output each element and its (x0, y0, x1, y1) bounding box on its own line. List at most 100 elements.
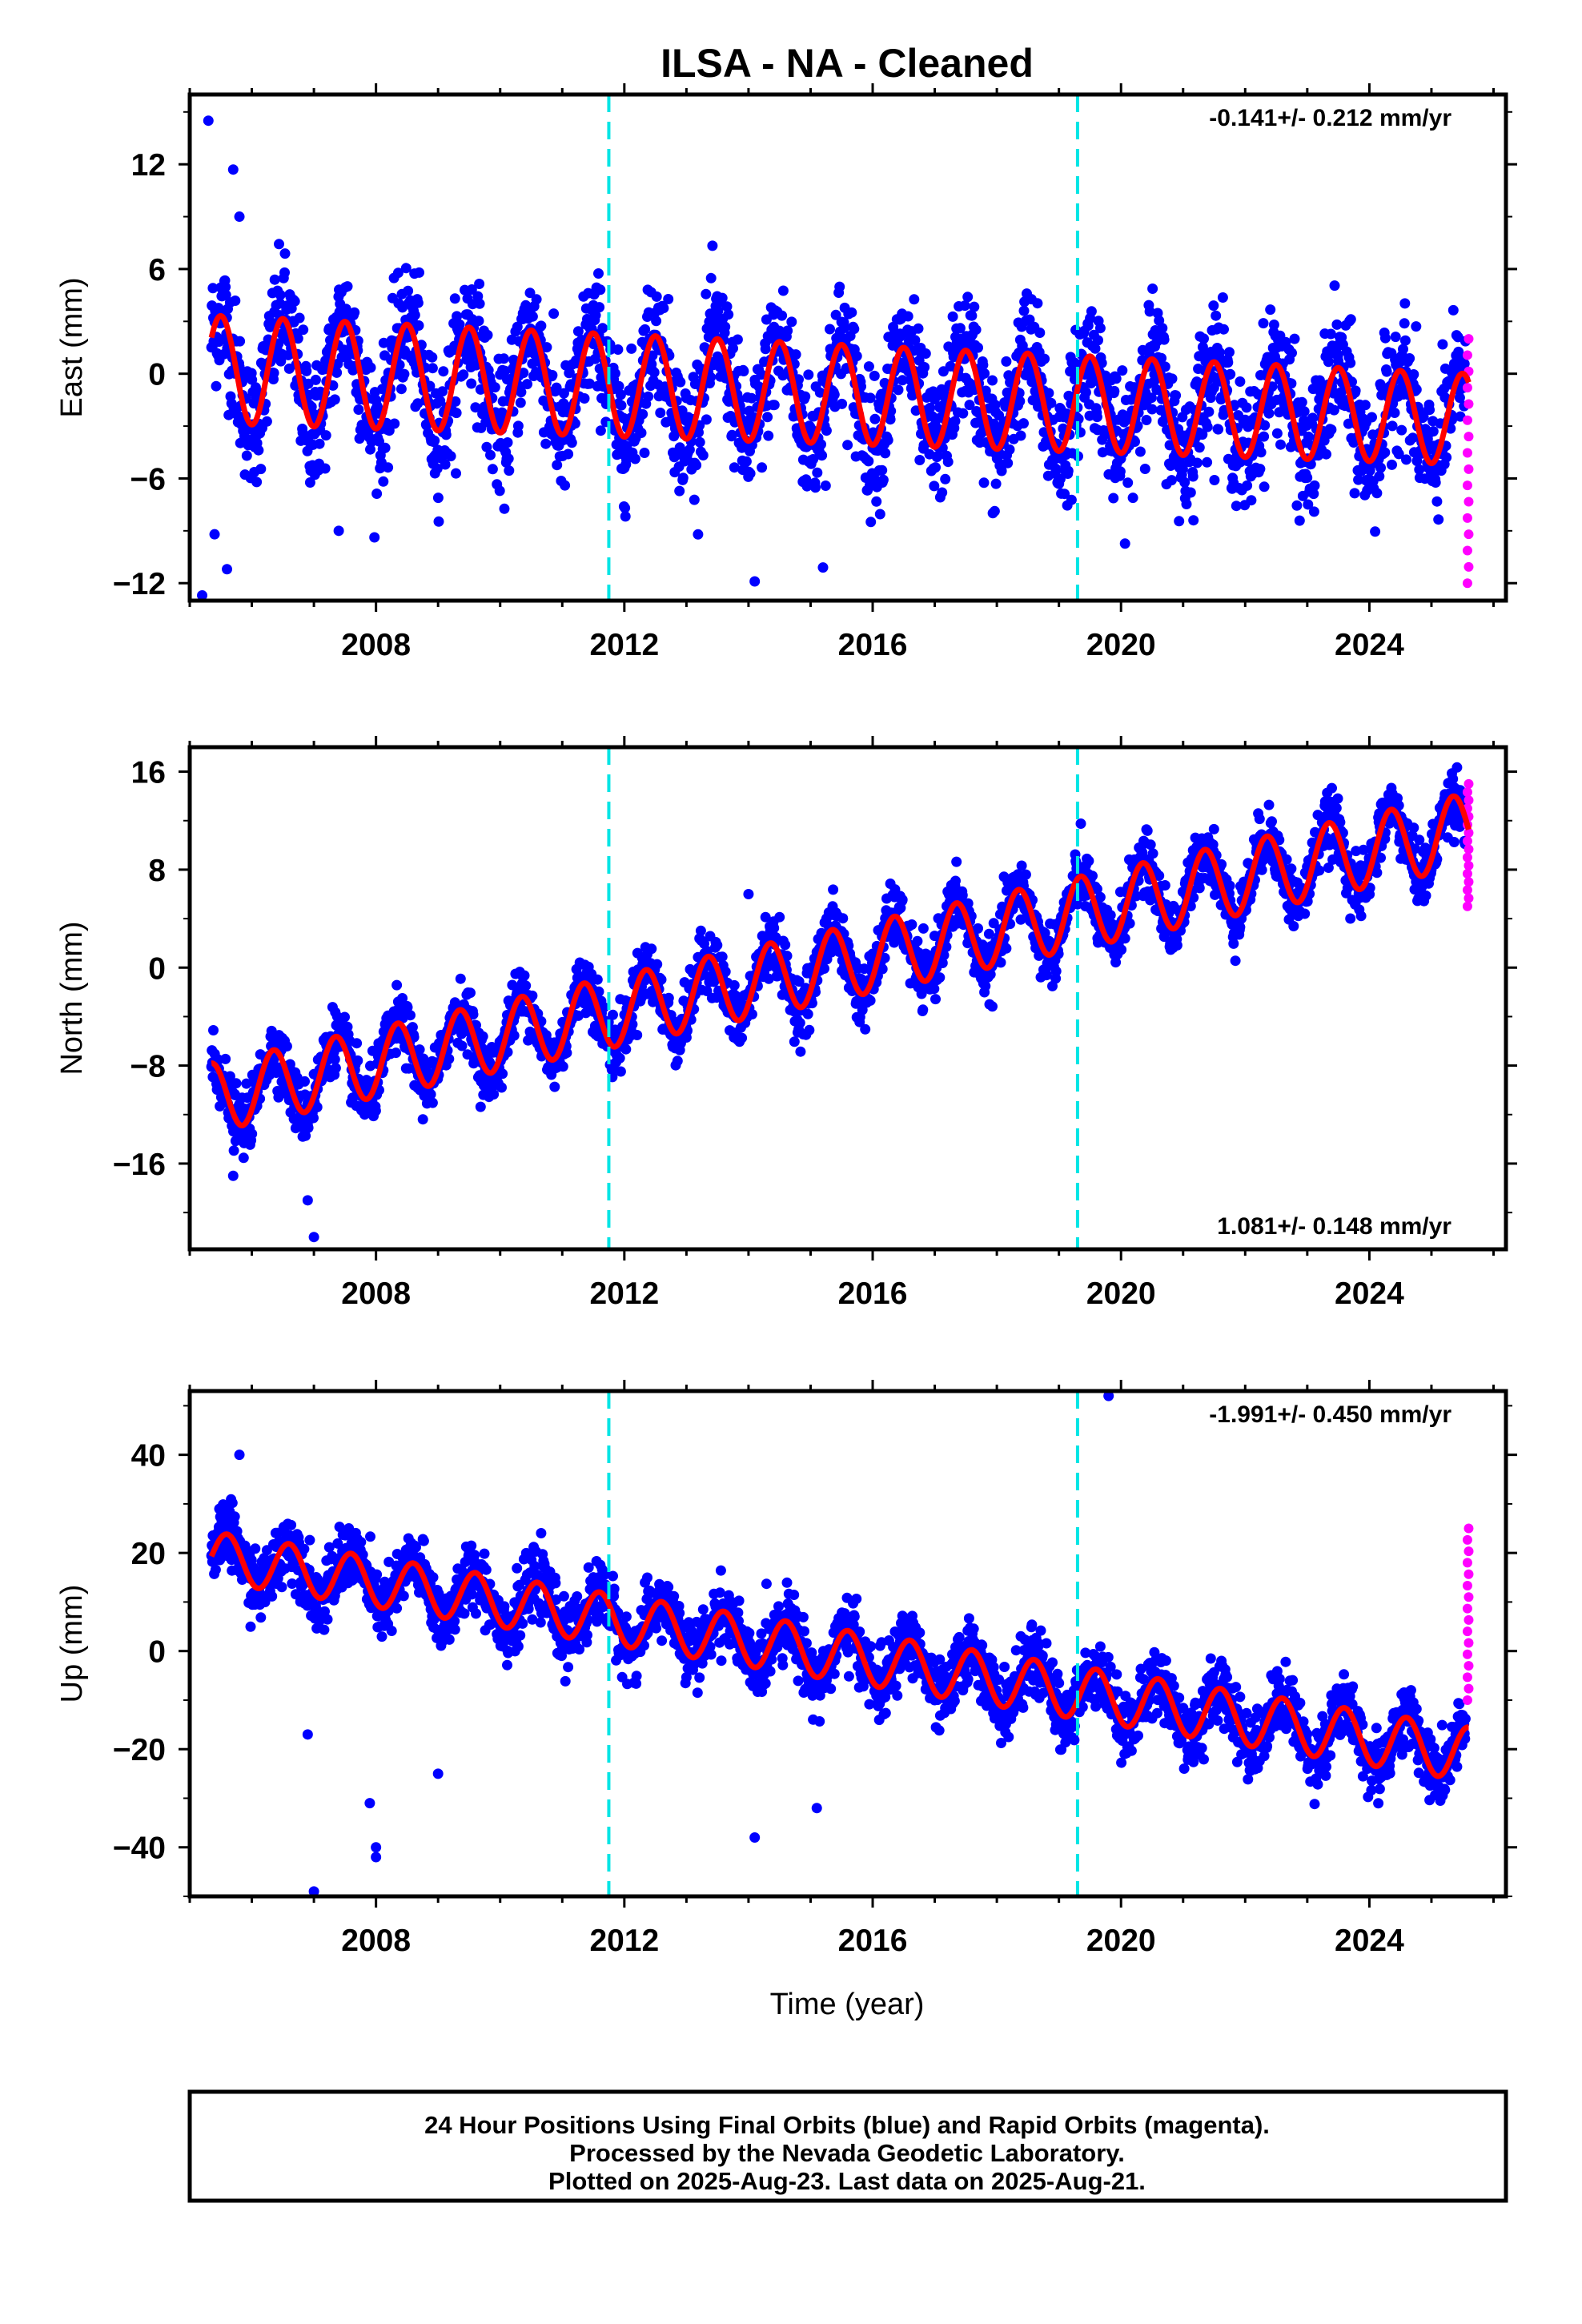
data-point (663, 294, 674, 304)
data-point (378, 337, 389, 348)
data-point (1375, 462, 1386, 473)
data-point (1399, 318, 1410, 329)
data-point (629, 453, 640, 464)
data-point (298, 324, 309, 336)
data-point (763, 430, 774, 441)
rapid-point (1462, 578, 1472, 589)
data-point (658, 303, 669, 314)
data-point (614, 1052, 625, 1063)
data-point (795, 1046, 806, 1057)
data-point (558, 388, 569, 399)
data-point (397, 993, 408, 1003)
data-point (1387, 459, 1397, 470)
data-point (851, 351, 862, 362)
data-point (1042, 970, 1052, 980)
data-point (762, 412, 773, 423)
data-point (1062, 465, 1074, 476)
data-point (1331, 319, 1343, 330)
outlier-point (817, 562, 829, 573)
data-point (487, 464, 498, 475)
data-point (964, 400, 975, 411)
data-point (560, 480, 571, 491)
data-point (524, 287, 536, 299)
data-point (519, 970, 530, 981)
data-point (392, 267, 404, 279)
data-point (1087, 870, 1098, 882)
data-point (1208, 300, 1219, 312)
data-point (632, 1030, 643, 1040)
data-point (1158, 334, 1170, 345)
data-point (1379, 447, 1391, 458)
data-point (1171, 939, 1182, 951)
data-point (717, 292, 728, 304)
data-point (721, 301, 733, 312)
data-point (917, 1004, 929, 1015)
data-point (452, 311, 463, 322)
data-point (1181, 499, 1192, 509)
data-point (1259, 481, 1270, 493)
data-point (837, 913, 849, 924)
data-point (1157, 323, 1168, 334)
data-point (208, 1025, 219, 1035)
data-point (1114, 466, 1126, 477)
data-point (959, 300, 970, 312)
data-point (211, 380, 222, 392)
data-point (1390, 332, 1401, 343)
data-point (466, 378, 477, 389)
data-point (494, 485, 505, 497)
final-orbit-points (197, 115, 1471, 601)
data-point (958, 408, 969, 419)
data-point (882, 435, 893, 446)
data-point (732, 334, 743, 345)
data-point (927, 411, 938, 422)
data-point (777, 310, 788, 321)
data-point (729, 462, 740, 473)
data-point (1259, 431, 1270, 442)
data-point (1411, 456, 1423, 467)
data-point (253, 444, 264, 456)
data-point (713, 305, 724, 316)
data-point (846, 307, 857, 318)
data-point (820, 480, 831, 491)
data-point (1414, 464, 1425, 475)
data-point (551, 382, 562, 393)
data-point (1118, 416, 1130, 428)
data-point (701, 414, 712, 425)
data-point (294, 312, 305, 324)
data-point (837, 398, 848, 409)
data-point (1209, 475, 1220, 485)
data-point (518, 368, 529, 379)
data-point (620, 511, 631, 522)
data-point (1274, 407, 1285, 418)
data-point (440, 429, 452, 440)
data-point (1345, 314, 1356, 325)
data-point (1325, 328, 1336, 340)
data-point (536, 320, 547, 332)
data-point (470, 402, 481, 413)
data-point (412, 398, 424, 409)
data-point (547, 370, 558, 380)
data-point (608, 1009, 618, 1020)
data-point (756, 369, 767, 380)
data-point (1217, 292, 1228, 303)
data-point (1116, 944, 1127, 955)
data-point (557, 1061, 568, 1072)
data-point (352, 1055, 363, 1066)
data-point (1043, 388, 1054, 399)
data-point (712, 939, 723, 951)
data-point (865, 517, 877, 528)
data-point (1242, 480, 1253, 491)
data-point (860, 1023, 871, 1035)
data-point (942, 456, 954, 468)
data-point (319, 463, 331, 474)
data-point (498, 353, 509, 364)
rapid-point (1462, 480, 1472, 491)
data-point (230, 296, 241, 306)
data-point (370, 1105, 381, 1116)
data-point (1090, 343, 1101, 354)
data-point (402, 1002, 413, 1013)
data-point (655, 408, 666, 418)
data-point (1275, 439, 1286, 450)
data-point (304, 477, 315, 488)
data-point (1004, 444, 1015, 455)
